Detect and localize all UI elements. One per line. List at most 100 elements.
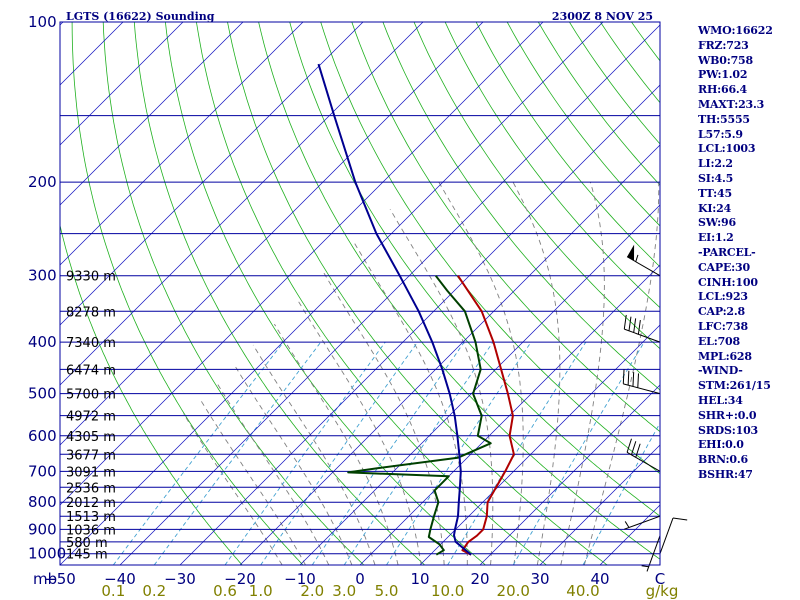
height-label: 4305 m [66, 430, 116, 445]
index-item: TH:5555 [698, 112, 750, 126]
temperature-label: −10 [284, 570, 316, 588]
height-label: 9330 m [66, 270, 116, 285]
index-item: LI:2.2 [698, 157, 733, 171]
isotherm [60, 22, 364, 326]
pressure-label-700: 700 [28, 462, 57, 480]
plot-frame [59, 21, 661, 566]
wind-barb-pennant [627, 244, 635, 261]
temperature-label: −30 [164, 570, 196, 588]
temperature-label: −40 [104, 570, 136, 588]
mixing-ratio-line [512, 341, 645, 565]
wind-barb [623, 314, 661, 343]
index-item: KI:24 [698, 201, 732, 215]
mixing-ratio-unit-label: g/kg [646, 582, 679, 600]
temperature-unit-label: C [655, 570, 665, 588]
moist-adiabat [297, 300, 422, 565]
height-label: 3677 m [66, 448, 116, 463]
isotherm [60, 22, 244, 206]
moist-adiabat [322, 271, 445, 565]
height-label: 145 m [66, 548, 108, 563]
pressure-label-1000: 1000 [28, 545, 66, 563]
dry-adiabat [133, 22, 425, 565]
valid-time: 2300Z 8 NOV 25 [552, 10, 653, 23]
dry-adiabat [102, 22, 365, 565]
wind-barb-full [622, 369, 625, 384]
moist-adiabat [274, 323, 399, 565]
temperature-trace [457, 275, 515, 556]
index-item: EL:708 [698, 334, 740, 348]
height-label: 8278 m [66, 305, 116, 320]
wind-barb-full [627, 370, 630, 386]
mixing-ratio-line [582, 422, 660, 565]
mixing-ratio-line [343, 341, 494, 565]
isotherm [60, 22, 184, 146]
wind-barb-full [635, 443, 641, 458]
wind-barb [626, 244, 661, 277]
isotherm [119, 24, 660, 565]
mixing-ratio-line [311, 341, 465, 565]
background-lines [60, 22, 660, 565]
wind-barb-full [672, 517, 688, 521]
index-item: STM:261/15 [698, 379, 771, 393]
pressure-label-300: 300 [28, 267, 57, 285]
wind-barb-full [630, 441, 637, 456]
height-label: 7340 m [66, 336, 116, 351]
index-item: FRZ:723 [698, 38, 749, 52]
dry-adiabat [382, 22, 660, 391]
mixing-ratio-label: 20.0 [497, 582, 530, 600]
dry-adiabat [475, 22, 660, 268]
wind-barb-half [635, 254, 639, 262]
index-item: CAP:2.8 [698, 305, 745, 319]
index-item: SRDS:103 [698, 423, 758, 437]
index-item: BSHR:47 [698, 467, 753, 481]
pressure-label-900: 900 [28, 520, 57, 538]
height-label: 6474 m [66, 363, 116, 378]
wind-barb-full [633, 318, 637, 333]
index-item: RH:66.4 [698, 83, 747, 97]
index-item: TT:45 [698, 186, 732, 200]
dry-adiabat [71, 22, 304, 565]
dry-adiabat [164, 22, 486, 565]
height-label: 4972 m [66, 410, 116, 425]
wind-barb-full [637, 320, 641, 335]
index-item: CAPE:30 [698, 260, 750, 274]
index-item: MAXT:23.3 [698, 97, 765, 111]
wind-barbs [622, 244, 688, 572]
chart-title: LGTS (16622) Sounding [66, 10, 215, 23]
index-item: WMO:16622 [698, 24, 773, 37]
temperature-label: 0 [355, 570, 365, 588]
height-label: 2536 m [66, 481, 116, 496]
pressure-label-200: 200 [28, 173, 57, 191]
mixing-ratio-line [153, 341, 322, 565]
index-item: L57:5.9 [698, 127, 743, 141]
moist-adiabat [183, 413, 283, 565]
mixing-ratio-line [224, 341, 386, 565]
wind-barb-half [641, 565, 649, 568]
index-item: SHR+:0.0 [698, 408, 757, 422]
dry-adiabat [413, 22, 660, 350]
index-item: LCL:923 [698, 290, 748, 304]
pressure-label-500: 500 [28, 385, 57, 403]
moist-adiabat [252, 344, 376, 565]
dry-adiabat [320, 22, 660, 475]
index-item: EI:1.2 [698, 231, 734, 245]
height-label: 1036 m [66, 523, 116, 538]
moist-adiabat [215, 381, 330, 565]
wind-barb [626, 438, 661, 472]
pressure-unit-label: mb [33, 570, 57, 588]
mixing-ratio-label: 10.0 [431, 582, 464, 600]
isotherm [479, 384, 660, 565]
index-item: LFC:738 [698, 319, 748, 333]
mixing-ratio-label: 1.0 [249, 582, 273, 600]
isotherm [60, 22, 544, 506]
height-label: 3091 m [66, 465, 116, 480]
index-item: -WIND- [698, 364, 743, 378]
pressure-label-400: 400 [28, 333, 57, 351]
pressure-label-600: 600 [28, 427, 57, 445]
mixing-ratio-label: 3.0 [332, 582, 356, 600]
wind-barb-full [626, 438, 632, 453]
dry-adiabat [195, 22, 547, 565]
isotherm [60, 22, 304, 266]
temperature-label: 40 [590, 570, 609, 588]
